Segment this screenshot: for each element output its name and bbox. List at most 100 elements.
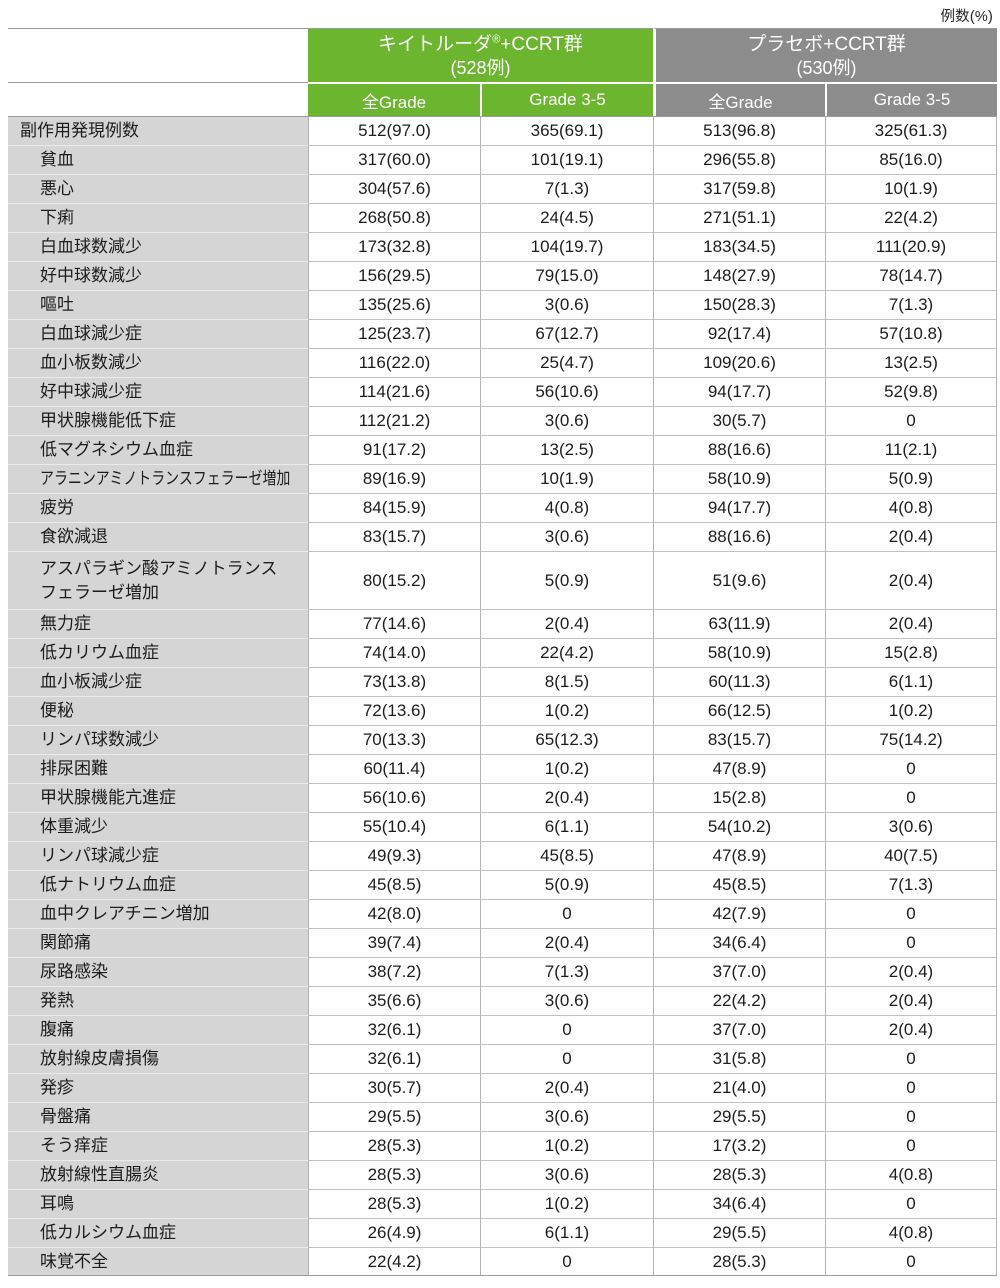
row-label-text: 好中球減少症	[40, 382, 142, 402]
value-cell: 0	[480, 1044, 653, 1073]
value-cell: 30(5.7)	[653, 406, 825, 435]
row-label: アラニンアミノトランスフェラーゼ増加	[8, 464, 308, 493]
value-cell: 0	[825, 1247, 998, 1276]
value-cell: 24(4.5)	[480, 203, 653, 232]
row-label: 放射線皮膚損傷	[8, 1044, 308, 1073]
row-label: 食欲減退	[8, 522, 308, 551]
table-body: 副作用発現例数 512(97.0) 365(69.1) 513(96.8) 325(61…	[8, 116, 998, 1276]
value-cell: 325(61.3)	[825, 116, 998, 145]
value-cell: 32(6.1)	[308, 1015, 480, 1044]
value-cell: 5(0.9)	[480, 551, 653, 609]
value-cell: 77(14.6)	[308, 609, 480, 638]
row-label-text: 放射線皮膚損傷	[40, 1049, 159, 1069]
value-cell: 13(2.5)	[825, 348, 998, 377]
value-cell: 22(4.2)	[653, 986, 825, 1015]
value-cell: 0	[825, 1189, 998, 1218]
row-label-text: 血中クレアチニン増加	[40, 904, 210, 924]
value-cell: 83(15.7)	[308, 522, 480, 551]
row-label-text: 嘔吐	[40, 295, 74, 315]
value-cell: 37(7.0)	[653, 1015, 825, 1044]
value-cell: 148(27.9)	[653, 261, 825, 290]
value-cell: 88(16.6)	[653, 522, 825, 551]
table-row: 味覚不全 22(4.2) 0 28(5.3) 0	[8, 1247, 998, 1276]
table-row: 尿路感染 38(7.2) 7(1.3) 37(7.0) 2(0.4)	[8, 957, 998, 986]
row-label-text: 甲状腺機能亢進症	[40, 788, 176, 808]
value-cell: 150(28.3)	[653, 290, 825, 319]
value-cell: 3(0.6)	[480, 1160, 653, 1189]
value-cell: 7(1.3)	[825, 290, 998, 319]
value-cell: 94(17.7)	[653, 493, 825, 522]
table-row: 甲状腺機能低下症 112(21.2) 3(0.6) 30(5.7) 0	[8, 406, 998, 435]
value-cell: 1(0.2)	[480, 754, 653, 783]
value-cell: 365(69.1)	[480, 116, 653, 145]
row-label: 好中球減少症	[8, 377, 308, 406]
value-cell: 42(8.0)	[308, 899, 480, 928]
table-row: リンパ球減少症 49(9.3) 45(8.5) 47(8.9) 40(7.5)	[8, 841, 998, 870]
row-label-text: 好中球数減少	[40, 266, 142, 286]
row-label-text: 尿路感染	[40, 962, 108, 982]
table-row: 便秘 72(13.6) 1(0.2) 66(12.5) 1(0.2)	[8, 696, 998, 725]
row-label-text: 腹痛	[40, 1020, 74, 1040]
value-cell: 65(12.3)	[480, 725, 653, 754]
row-label-text: リンパ球減少症	[40, 846, 159, 866]
row-label: 副作用発現例数	[8, 116, 308, 145]
row-label-text: 発熱	[40, 991, 74, 1011]
value-cell: 5(0.9)	[825, 464, 998, 493]
group-header-placebo: プラセボ+CCRT群 (530例)	[653, 28, 998, 82]
value-cell: 0	[480, 899, 653, 928]
row-label: 血小板数減少	[8, 348, 308, 377]
group-header-row: キイトルーダ®+CCRT群 (528例) プラセボ+CCRT群 (530例)	[8, 28, 998, 82]
value-cell: 4(0.8)	[825, 1160, 998, 1189]
row-label: 便秘	[8, 696, 308, 725]
row-label-text: 血小板数減少	[40, 353, 142, 373]
value-cell: 56(10.6)	[480, 377, 653, 406]
value-cell: 85(16.0)	[825, 145, 998, 174]
value-cell: 101(19.1)	[480, 145, 653, 174]
table-row: 白血球減少症 125(23.7) 67(12.7) 92(17.4) 57(10.8)	[8, 319, 998, 348]
row-label-text: 白血球数減少	[40, 237, 142, 257]
row-label-text: 血小板減少症	[40, 672, 142, 692]
value-cell: 2(0.4)	[825, 986, 998, 1015]
group-name-rest: +CCRT群	[823, 34, 906, 56]
row-label-text: アスパラギン酸アミノトランス フェラーゼ増加	[40, 559, 278, 602]
row-label: 関節痛	[8, 928, 308, 957]
value-cell: 38(7.2)	[308, 957, 480, 986]
row-label: 低ナトリウム血症	[8, 870, 308, 899]
value-cell: 28(5.3)	[308, 1160, 480, 1189]
value-cell: 74(14.0)	[308, 638, 480, 667]
group-header-keytruda: キイトルーダ®+CCRT群 (528例)	[308, 28, 653, 82]
value-cell: 7(1.3)	[825, 870, 998, 899]
table-row: 骨盤痛 29(5.5) 3(0.6) 29(5.5) 0	[8, 1102, 998, 1131]
row-label-text: 白血球減少症	[40, 324, 142, 344]
value-cell: 63(11.9)	[653, 609, 825, 638]
value-cell: 49(9.3)	[308, 841, 480, 870]
row-label: 味覚不全	[8, 1247, 308, 1276]
value-cell: 1(0.2)	[480, 1189, 653, 1218]
value-cell: 7(1.3)	[480, 174, 653, 203]
value-cell: 4(0.8)	[825, 1218, 998, 1247]
row-label-text: 甲状腺機能低下症	[40, 411, 176, 431]
value-cell: 37(7.0)	[653, 957, 825, 986]
value-cell: 89(16.9)	[308, 464, 480, 493]
value-cell: 0	[825, 1102, 998, 1131]
value-cell: 28(5.3)	[308, 1189, 480, 1218]
unit-label: 例数(%)	[940, 9, 993, 25]
row-label-text: 骨盤痛	[40, 1107, 91, 1127]
row-label-text: 下痢	[40, 208, 74, 228]
row-label: リンパ球減少症	[8, 841, 308, 870]
value-cell: 3(0.6)	[825, 812, 998, 841]
value-cell: 6(1.1)	[480, 1218, 653, 1247]
value-cell: 42(7.9)	[653, 899, 825, 928]
value-cell: 58(10.9)	[653, 464, 825, 493]
row-label: 腹痛	[8, 1015, 308, 1044]
table-row: 腹痛 32(6.1) 0 37(7.0) 2(0.4)	[8, 1015, 998, 1044]
table-row: 低マグネシウム血症 91(17.2) 13(2.5) 88(16.6) 11(2.1)	[8, 435, 998, 464]
value-cell: 22(4.2)	[825, 203, 998, 232]
row-label: 甲状腺機能亢進症	[8, 783, 308, 812]
row-label: 白血球数減少	[8, 232, 308, 261]
table-row: 貧血 317(60.0) 101(19.1) 296(55.8) 85(16.0)	[8, 145, 998, 174]
table-row: 食欲減退 83(15.7) 3(0.6) 88(16.6) 2(0.4)	[8, 522, 998, 551]
value-cell: 30(5.7)	[308, 1073, 480, 1102]
value-cell: 6(1.1)	[480, 812, 653, 841]
row-label: 疲労	[8, 493, 308, 522]
